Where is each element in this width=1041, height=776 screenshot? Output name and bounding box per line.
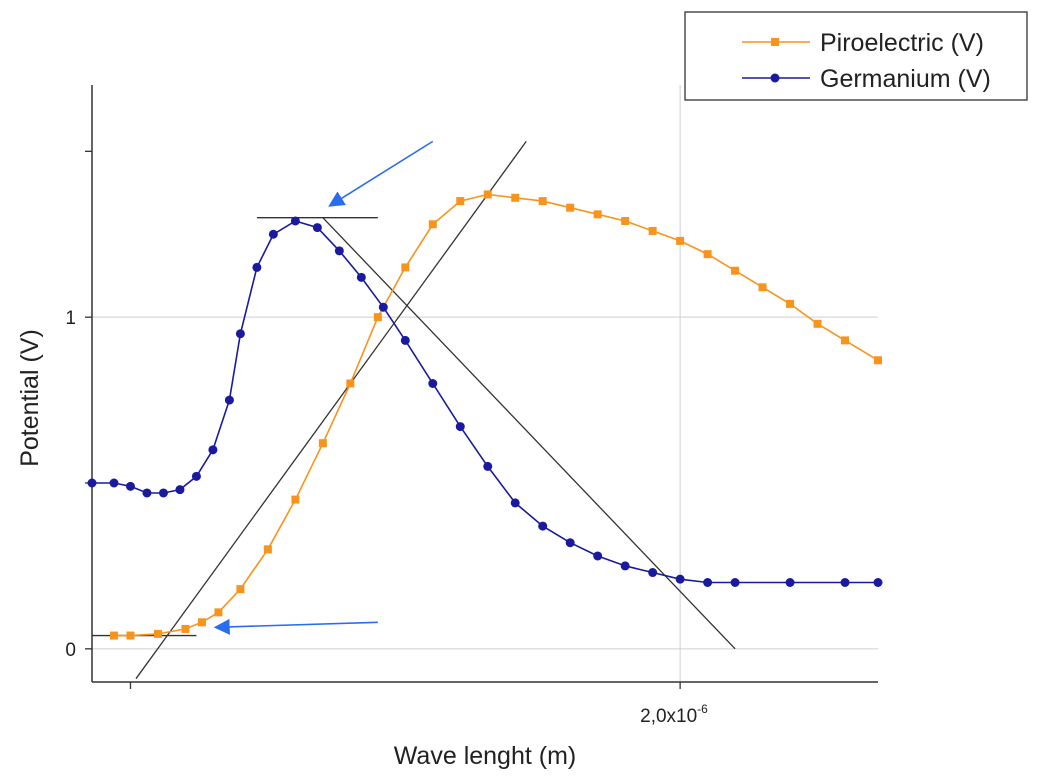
piroelectric-point (874, 356, 882, 365)
germanium-point (538, 521, 548, 531)
piroelectric-point (318, 439, 327, 448)
germanium-point (703, 578, 713, 587)
legend-label-germanium: Germanium (V) (820, 65, 991, 93)
piroelectric-point (373, 313, 382, 322)
germanium-point (87, 478, 97, 488)
germanium-point (175, 485, 185, 495)
piroelectric-point (291, 495, 300, 504)
y-tick-label: 1 (65, 308, 76, 329)
germanium-point (334, 246, 344, 256)
piroelectric-point (109, 631, 118, 640)
germanium-point (378, 302, 388, 312)
germanium-point (252, 262, 262, 272)
piroelectric-point (197, 618, 206, 627)
germanium-point (455, 422, 465, 432)
piroelectric-point (428, 220, 437, 229)
germanium-point (356, 272, 366, 282)
legend-label-piroelectric: Piroelectric (V) (820, 29, 984, 57)
piroelectric-point (263, 545, 272, 554)
germanium-point (730, 578, 740, 587)
piroelectric-point (456, 197, 465, 206)
germanium-point (290, 216, 300, 226)
piroelectric-point (401, 263, 410, 272)
legend: Piroelectric (V) Germanium (V) (684, 11, 1028, 101)
piroelectric-point (841, 336, 850, 345)
legend-marker-piroelectric (771, 38, 779, 46)
piroelectric-point (593, 210, 602, 219)
fit-lines (92, 141, 736, 680)
piroelectric-point (566, 203, 575, 212)
germanium-point (268, 229, 278, 239)
germanium-series-line (92, 220, 878, 584)
germanium-point (191, 471, 201, 481)
germanium-point (593, 551, 603, 561)
onset-arrow (213, 618, 378, 635)
germanium-point (224, 395, 234, 405)
piroelectric-point (786, 299, 795, 308)
germanium-point (312, 223, 322, 233)
y-axis-title: Potential (V) (16, 329, 44, 467)
germanium-point (235, 329, 245, 339)
axes-layer (91, 85, 878, 683)
germanium-point (158, 488, 168, 498)
x-axis-title: Wave lenght (m) (394, 742, 576, 770)
germanium-point (620, 561, 630, 571)
piroelectric-point (813, 319, 822, 328)
piroelectric-point (236, 585, 245, 594)
germanium-point (840, 578, 850, 587)
x-tick-label: 2,0x10-6 (640, 702, 708, 727)
grid-layer (92, 85, 878, 682)
series-layer (87, 190, 883, 640)
piroelectric-point (214, 608, 223, 617)
ticks-layer: 0 1 2,0x10-6 (65, 150, 708, 727)
piroelectric-point (181, 624, 190, 633)
piroelectric-point (511, 193, 520, 202)
piroelectric-point (153, 629, 162, 638)
y-tick-label: 0 (65, 640, 76, 661)
germanium-point (510, 498, 520, 508)
piroelectric-point (758, 283, 767, 292)
germanium-point (648, 568, 658, 578)
germanium-point (873, 578, 883, 587)
germanium-point (125, 481, 135, 491)
germanium-point (675, 574, 685, 584)
peak-arrow (328, 140, 434, 207)
piroelectric-point (538, 197, 547, 206)
piroelectric-point (621, 216, 630, 225)
germanium-point (483, 461, 493, 471)
piroelectric-point (346, 379, 355, 388)
annotation-arrows (213, 140, 434, 635)
piroelectric-point (676, 236, 685, 245)
rising-tangent-line (135, 141, 527, 680)
piroelectric-point (703, 250, 712, 259)
germanium-point (142, 488, 152, 498)
piroelectric-point (648, 226, 657, 235)
germanium-point (109, 478, 119, 488)
germanium-point (428, 379, 438, 388)
legend-box (684, 11, 1028, 101)
germanium-point (785, 578, 795, 587)
piroelectric-point (126, 631, 135, 640)
piroelectric-series-line (114, 193, 879, 637)
germanium-point (208, 445, 218, 455)
piroelectric-point (731, 266, 740, 275)
germanium-point (400, 335, 410, 345)
piroelectric-point (483, 190, 492, 199)
germanium-point (565, 538, 575, 548)
falling-tangent-line (322, 217, 736, 650)
legend-marker-germanium (770, 73, 780, 83)
